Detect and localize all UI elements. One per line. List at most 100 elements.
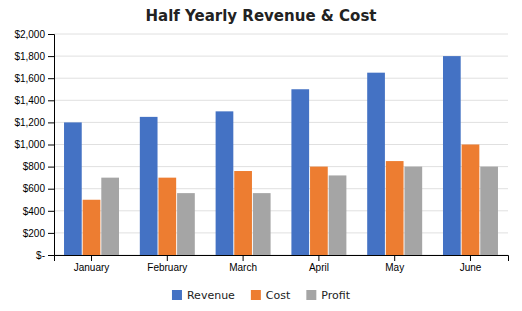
- bar: [83, 200, 101, 255]
- tick: March: [229, 255, 257, 273]
- tick-mark: [394, 255, 395, 261]
- tick-label: $600: [23, 183, 46, 194]
- tick-label: $-: [36, 250, 45, 261]
- tick-mark: [48, 189, 54, 190]
- bar: [158, 178, 176, 255]
- tick: January: [74, 255, 110, 273]
- grid-line: [54, 232, 508, 233]
- tick-label: $1,200: [14, 117, 45, 128]
- tick-label: January: [74, 262, 110, 273]
- grid-line: [54, 100, 508, 101]
- bar: [386, 161, 404, 255]
- bar: [404, 167, 422, 255]
- bar: [101, 178, 119, 255]
- tick-mark: [318, 255, 319, 261]
- grid-line: [54, 188, 508, 189]
- bar: [216, 111, 234, 255]
- bar: [310, 167, 328, 255]
- tick-label: April: [309, 262, 329, 273]
- tick-mark: [470, 255, 471, 261]
- tick: $1,600: [14, 73, 54, 84]
- tick-label: $1,600: [14, 73, 45, 84]
- tick-label: $800: [23, 161, 46, 172]
- tick: February: [147, 255, 187, 273]
- tick: April: [309, 255, 329, 273]
- bar: [253, 193, 271, 255]
- tick-label: June: [460, 262, 482, 273]
- bar: [234, 171, 252, 255]
- grid-line: [54, 122, 508, 123]
- tick: June: [460, 255, 482, 273]
- bar: [177, 193, 195, 255]
- legend-label: Cost: [266, 289, 291, 302]
- bar-series: [64, 56, 461, 255]
- tick-mark: [91, 255, 92, 261]
- tick: $1,000: [14, 139, 54, 150]
- tick: $1,400: [14, 95, 54, 106]
- tick-label: $200: [23, 228, 46, 239]
- legend-swatch: [251, 290, 261, 300]
- tick-label: $2,000: [14, 29, 45, 40]
- chart: $- $200 $400 $600 $800 $1,000 $1,200 $1,400 $1,6…: [0, 0, 522, 311]
- bar: [367, 73, 385, 255]
- tick: $800: [23, 161, 54, 172]
- tick-mark: [48, 78, 54, 79]
- tick: $1,800: [14, 51, 54, 62]
- title: Half Yearly Revenue & Cost: [145, 7, 376, 25]
- tick: $200: [23, 228, 54, 239]
- grid-line: [54, 210, 508, 211]
- tick-mark: [48, 145, 54, 146]
- grid-line: [54, 78, 508, 79]
- tick-mark: [48, 100, 54, 101]
- tick-label: $1,400: [14, 95, 45, 106]
- tick: $400: [23, 206, 54, 217]
- grid-line: [54, 166, 508, 167]
- tick-label: February: [147, 262, 187, 273]
- grid-line: [54, 144, 508, 145]
- tick-mark: [48, 233, 54, 234]
- tick-label: $1,000: [14, 139, 45, 150]
- legend-swatch: [306, 290, 316, 300]
- tick-mark: [48, 255, 54, 256]
- grid-line: [54, 34, 508, 35]
- bar: [462, 145, 480, 256]
- bars: [64, 56, 498, 255]
- legend-label: Revenue: [187, 289, 235, 302]
- tick-label: $400: [23, 206, 46, 217]
- grid-line: [54, 56, 508, 57]
- tick-mark: [243, 255, 244, 261]
- legend-swatch: [172, 290, 182, 300]
- legend: Revenue Cost Profit: [172, 289, 351, 302]
- tick: $600: [23, 183, 54, 194]
- legend-label: Profit: [321, 289, 350, 302]
- tick: $1,200: [14, 117, 54, 128]
- legend-item: Revenue: [172, 289, 235, 302]
- tick-label: May: [385, 262, 404, 273]
- bar-series: [101, 167, 498, 255]
- bar: [291, 89, 309, 255]
- axis-line: [48, 35, 55, 256]
- legend-item: Profit: [306, 289, 350, 302]
- tick-mark: [48, 56, 54, 57]
- axis-line: [55, 256, 509, 262]
- tick-label: $1,800: [14, 51, 45, 62]
- tick: May: [385, 255, 404, 273]
- tick-label: March: [229, 262, 257, 273]
- x-axis: January February March April May June: [55, 255, 509, 273]
- bar: [329, 175, 347, 255]
- tick-mark: [48, 167, 54, 168]
- grid: [54, 34, 508, 255]
- bar: [64, 122, 82, 255]
- tick-mark: [48, 211, 54, 212]
- bar-series: [83, 145, 480, 256]
- tick-mark: [48, 34, 54, 35]
- bar: [480, 167, 498, 255]
- tick-mark: [48, 122, 54, 123]
- tick: $-: [36, 250, 54, 261]
- bar: [443, 56, 461, 255]
- legend-item: Cost: [251, 289, 291, 302]
- bar: [140, 117, 158, 255]
- tick-mark: [167, 255, 168, 261]
- y-axis: $- $200 $400 $600 $800 $1,000 $1,200 $1,400 $1,6…: [14, 29, 54, 261]
- tick: $2,000: [14, 29, 54, 40]
